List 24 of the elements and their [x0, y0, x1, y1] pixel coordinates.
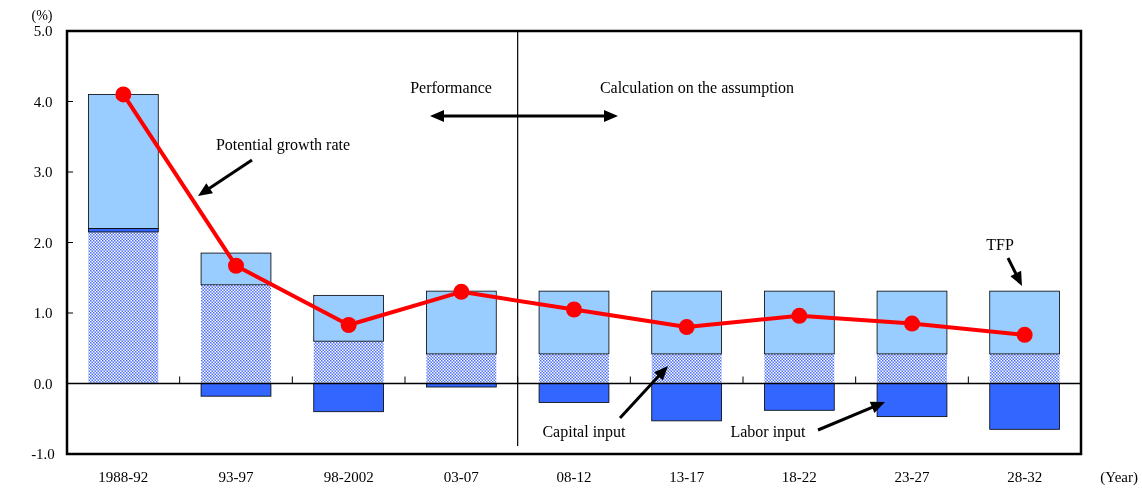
- y-tick-label: 2.0: [33, 234, 53, 251]
- x-tick-label: 93-97: [218, 469, 254, 485]
- x-tick-label: 23-27: [894, 469, 930, 485]
- x-tick-label: 28-32: [1007, 469, 1043, 485]
- y-tick-label: -1.0: [31, 446, 55, 463]
- x-axis-title: (Year): [1100, 469, 1138, 486]
- text: Capital input: [542, 423, 627, 441]
- y-tick-label: 0.0: [33, 375, 53, 392]
- y-tick-label: 3.0: [33, 164, 53, 181]
- y-tick-label: 4.0: [33, 93, 53, 110]
- y-axis-title: (%): [31, 8, 53, 24]
- x-tick-label: 13-17: [669, 469, 705, 485]
- x-tick-label: 18-22: [781, 469, 817, 485]
- series-label: Labor input: [730, 423, 807, 441]
- x-tick-label: 1988-92: [98, 469, 149, 485]
- y-tick-label: 1.0: [33, 305, 53, 322]
- x-tick-label: 08-12: [556, 469, 592, 485]
- annotation: Performance: [410, 79, 492, 96]
- y-tick-label: 5.0: [33, 23, 53, 40]
- x-tick-label: 03-07: [443, 469, 480, 485]
- text: TFP: [986, 236, 1014, 253]
- text: Potential growth rate: [215, 136, 351, 154]
- x-tick-label: 98-2002: [323, 469, 374, 485]
- annotation: Calculation on the assumption: [599, 79, 795, 97]
